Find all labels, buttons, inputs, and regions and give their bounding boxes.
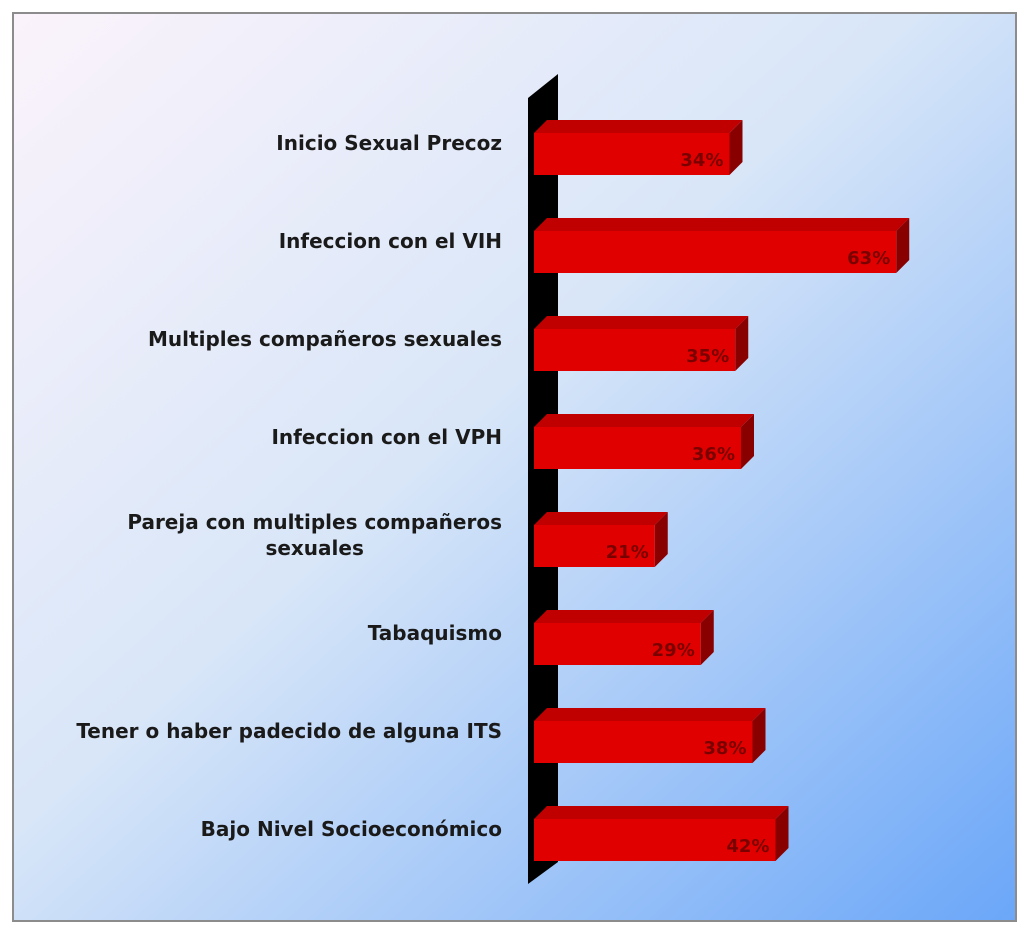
bar-top-face xyxy=(534,610,714,623)
bar-side-face xyxy=(735,316,749,371)
bar-top-face xyxy=(534,512,668,525)
bar-group xyxy=(534,610,714,665)
bar xyxy=(534,133,730,175)
bar-top-face xyxy=(534,218,910,231)
bar-group xyxy=(534,708,766,763)
bar-group xyxy=(534,316,749,371)
bar-top-face xyxy=(534,120,743,133)
bar-side-face xyxy=(896,218,910,273)
category-label: Infeccion con el VIH xyxy=(279,229,502,253)
category-label-line: Multiples compañeros sexuales xyxy=(148,327,502,351)
bar-top-face xyxy=(534,806,789,819)
bar-group xyxy=(534,120,743,175)
category-label: Tener o haber padecido de alguna ITS xyxy=(76,719,502,743)
bar-side-face xyxy=(700,610,714,665)
category-label: Multiples compañeros sexuales xyxy=(148,327,502,351)
axis-wall xyxy=(528,74,558,884)
bar xyxy=(534,623,701,665)
bar-group xyxy=(534,414,754,469)
category-label: Pareja con multiples compañeros sexuales xyxy=(127,510,502,560)
bar-group xyxy=(534,218,910,273)
bar-side-face xyxy=(741,414,754,469)
bar xyxy=(534,231,897,273)
data-label: 63% xyxy=(847,248,890,269)
chart-background xyxy=(14,14,1015,920)
bar xyxy=(534,721,753,763)
data-label: 42% xyxy=(726,836,769,857)
category-label: Tabaquismo xyxy=(368,621,502,645)
category-label-line: Infeccion con el VPH xyxy=(271,425,502,449)
category-label-line: Tabaquismo xyxy=(368,621,502,645)
bar-top-face xyxy=(534,316,749,329)
data-label: 38% xyxy=(703,738,746,759)
category-label-line: Pareja con multiples compañeros xyxy=(127,510,502,534)
data-label: 35% xyxy=(686,346,729,367)
bar-side-face xyxy=(729,120,743,175)
bar-side-face xyxy=(752,708,766,763)
bar-top-face xyxy=(534,708,766,721)
bar-group xyxy=(534,512,668,567)
data-label: 29% xyxy=(652,640,695,661)
category-label-line: Tener o haber padecido de alguna ITS xyxy=(76,719,502,743)
category-label-line: Bajo Nivel Socioeconómico xyxy=(201,817,502,841)
bar-side-face xyxy=(775,806,789,861)
bar-group xyxy=(534,806,789,861)
category-label-line: sexuales xyxy=(265,536,363,560)
data-label: 21% xyxy=(606,542,649,563)
bar-chart: 34% Inicio Sexual Precoz 63% Infeccion con … xyxy=(14,14,1015,920)
category-label: Bajo Nivel Socioeconómico xyxy=(201,817,502,841)
category-label: Inicio Sexual Precoz xyxy=(276,131,502,155)
bar-side-face xyxy=(654,512,668,567)
chart-frame: 34% Inicio Sexual Precoz 63% Infeccion con … xyxy=(12,12,1017,922)
bar xyxy=(534,329,736,371)
data-label: 36% xyxy=(692,444,735,465)
bar-top-face xyxy=(534,414,754,427)
data-label: 34% xyxy=(680,150,723,171)
category-label: Infeccion con el VPH xyxy=(271,425,502,449)
bar xyxy=(534,819,776,861)
category-label-line: Infeccion con el VIH xyxy=(279,229,502,253)
bar xyxy=(534,525,655,567)
bar xyxy=(534,427,741,469)
category-label-line: Inicio Sexual Precoz xyxy=(276,131,502,155)
